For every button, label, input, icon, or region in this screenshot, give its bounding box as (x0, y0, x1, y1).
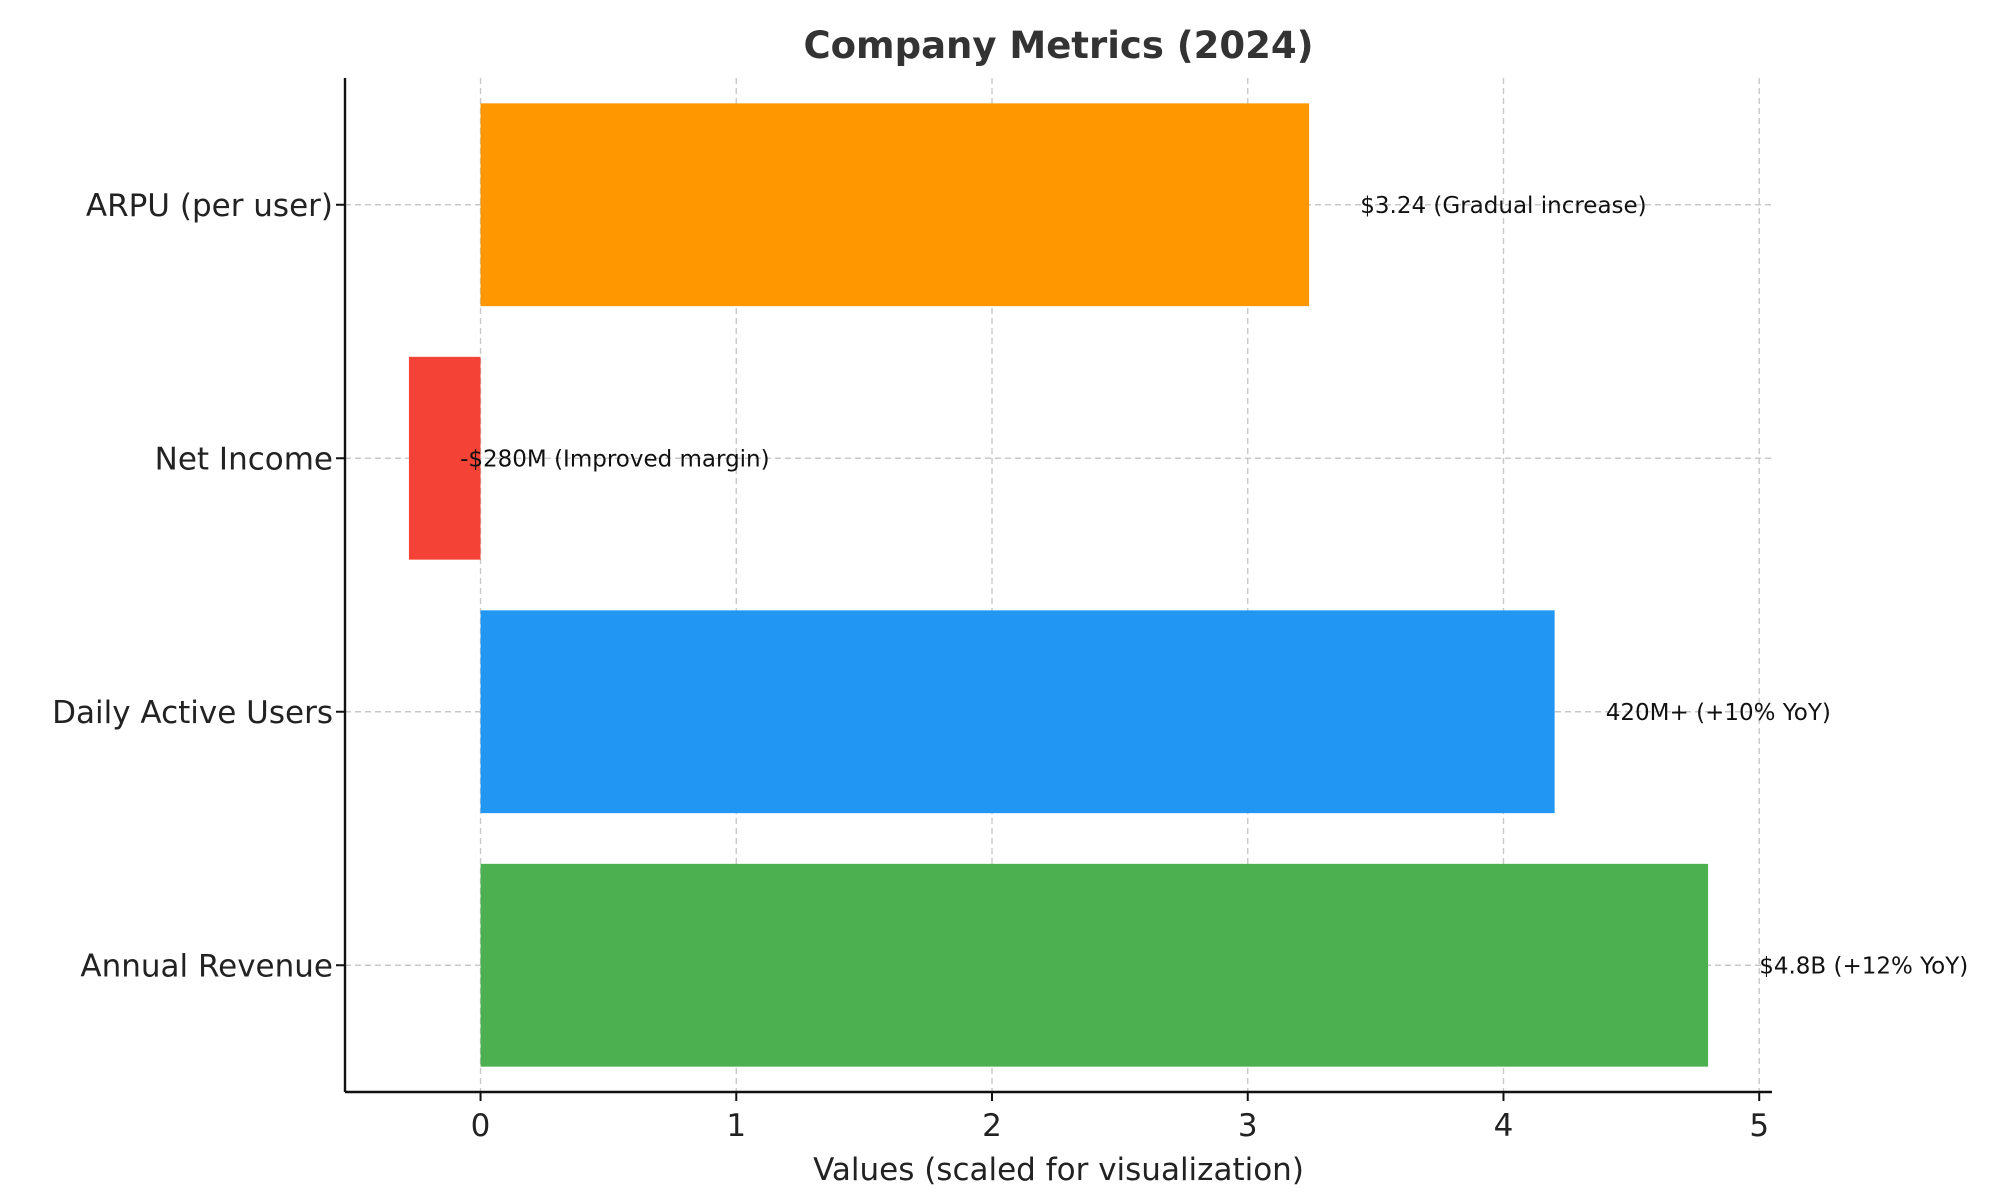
x-tick-label: 0 (471, 1108, 491, 1144)
bar (480, 103, 1310, 307)
x-tick-label: 1 (726, 1108, 746, 1144)
category-label: Net Income (155, 441, 333, 477)
category-label: Annual Revenue (80, 948, 333, 984)
x-tick-label: 4 (1494, 1108, 1514, 1144)
tick-layer: 0 1 2 3 4 5 Annual Revenue Daily Active Users Ne… (52, 188, 1769, 1144)
x-tick-label: 2 (982, 1108, 1002, 1144)
data-label: $4.8B (+12% YoY) (1759, 953, 1968, 979)
bar (480, 610, 1555, 814)
data-label: $3.24 (Gradual increase) (1360, 193, 1646, 219)
bar-layer (408, 103, 1709, 1067)
data-label: -$280M (Improved margin) (460, 446, 770, 472)
chart-title: Company Metrics (2024) (803, 24, 1313, 67)
x-tick-label: 3 (1238, 1108, 1258, 1144)
axis-layer (343, 78, 1772, 1094)
x-axis-title: Values (scaled for visualization) (813, 1152, 1304, 1188)
category-label: Daily Active Users (52, 695, 333, 731)
bar (480, 863, 1709, 1067)
bar (408, 356, 481, 560)
category-label: ARPU (per user) (86, 188, 333, 224)
label-layer: $4.8B (+12% YoY) 420M+ (+10% YoY) -$280M (… (460, 193, 1968, 980)
x-tick-label: 5 (1749, 1108, 1769, 1144)
data-label: 420M+ (+10% YoY) (1606, 700, 1831, 726)
